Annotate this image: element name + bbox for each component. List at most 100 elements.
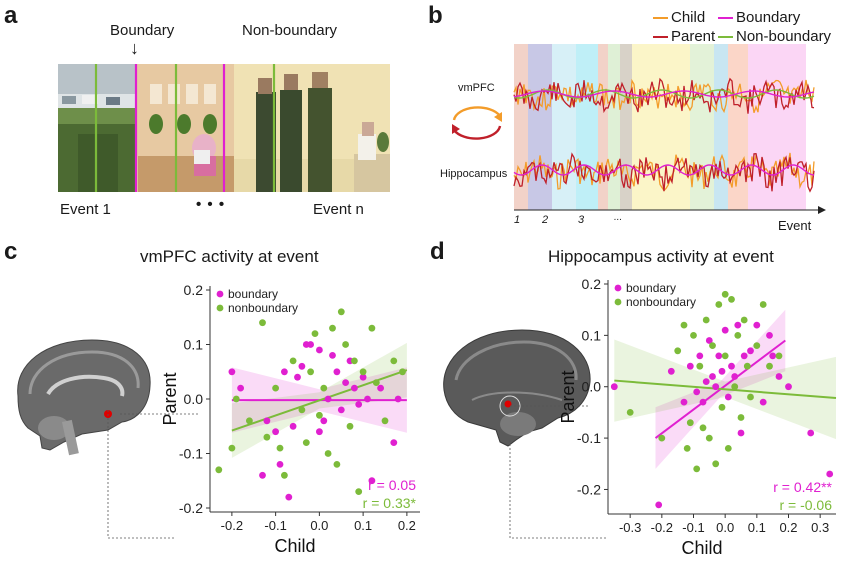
data-point-boundary [390,439,398,446]
panel-letter-c: c [4,238,18,265]
data-point-boundary [355,401,363,408]
data-point-boundary [709,373,716,380]
data-point-nonboundary [690,332,697,339]
boundary-label: Boundary [110,22,175,39]
data-point-boundary [724,393,732,401]
event-1-label: Event 1 [60,201,111,218]
legend-swatch-boundary [718,17,733,19]
correlation-annotation: r = 0.33* [363,495,417,511]
data-point-boundary [705,337,713,344]
event-band [576,44,598,210]
data-point-boundary [667,367,675,375]
event-tick-1: 1 [514,214,521,226]
data-point-boundary [785,383,792,391]
data-point-boundary [759,398,767,406]
y-tick-label: -0.1 [179,446,203,462]
data-point-boundary [316,428,323,436]
data-point-nonboundary [699,424,707,432]
correlation-annotation: r = -0.06 [779,497,832,513]
y-axis-label: Parent [560,370,578,423]
data-point-nonboundary [324,450,332,457]
data-point-boundary [259,471,266,479]
data-point-nonboundary [680,321,688,329]
legend-label-nonboundary: Non-boundary [736,28,832,45]
legend-label-boundary: Boundary [736,9,801,26]
data-point-boundary [337,406,345,414]
data-point-boundary [740,352,748,360]
data-point-nonboundary [337,308,345,316]
legend-swatch-parent [653,36,668,38]
data-point-nonboundary [718,403,726,411]
data-point-boundary [364,395,371,403]
data-point-nonboundary [289,357,297,365]
y-tick-label: 0.1 [184,337,204,353]
x-tick-label: -0.2 [651,520,673,535]
event-band [528,44,552,210]
x-tick-label: 0.0 [716,520,734,535]
panel-letter-d: d [430,238,445,265]
data-point-nonboundary [709,342,716,349]
y-tick-label: 0.1 [582,327,602,343]
brain-sagittal-medial [17,339,151,456]
y-axis-label: Parent [160,372,180,425]
data-point-nonboundary [740,316,748,324]
data-point-nonboundary [316,411,323,419]
data-point-boundary [394,395,402,403]
data-point-boundary [775,373,783,380]
data-point-nonboundary [246,417,253,425]
frame-event-n [234,64,390,192]
data-point-boundary [298,362,306,370]
nonboundary-label: Non-boundary [242,22,338,39]
data-point-boundary [610,383,618,391]
data-point-nonboundary [674,347,682,355]
data-point-nonboundary [355,488,363,495]
x-tick-label: 0.2 [779,520,797,535]
x-tick-label: -0.1 [682,520,704,535]
data-point-nonboundary [351,357,358,365]
scatter-chart-vmpfc: -0.2 -0.1 0.0 0.1 0.2 -0.2 -0.1 0.0 0.1 0.2 Parent… [160,282,420,556]
data-point-boundary [680,398,688,406]
data-point-boundary [316,346,323,354]
data-point-nonboundary [298,406,306,414]
frame-classroom [136,64,236,192]
legend-marker-boundary [216,290,224,298]
data-point-boundary [263,417,271,425]
event-tick-ellipsis: ... [614,212,623,223]
leader-lines-c [107,410,200,539]
data-point-nonboundary [272,384,279,392]
y-tick-label: 0.2 [582,276,602,292]
data-point-boundary [272,428,279,436]
data-point-nonboundary [775,352,783,360]
data-point-nonboundary [626,409,634,416]
data-point-nonboundary [702,316,710,324]
data-point-nonboundary [302,439,310,446]
data-point-boundary [702,378,710,385]
y-tick-label: 0.0 [184,391,204,407]
event-band [748,44,806,210]
boundary-arrow-icon: ↓ [130,38,139,58]
regression-line-nonboundary [614,379,837,400]
data-point-nonboundary [658,434,666,442]
data-point-nonboundary [329,324,336,332]
y-tick-label: 0.2 [184,282,204,298]
data-point-boundary [693,388,701,396]
y-tick-label: -0.1 [577,430,601,446]
data-point-boundary [721,326,729,334]
event-band [514,44,528,210]
legend-label-child: Child [671,9,706,26]
data-point-boundary [686,362,694,370]
x-tick-label: 0.1 [748,520,766,535]
leader-lines-d [509,405,606,539]
panel-letter-a: a [4,2,18,29]
hippocampus-roi-marker [504,400,512,408]
correlation-annotation: r = 0.42** [773,479,832,495]
data-point-boundary [699,398,707,406]
data-point-nonboundary [737,414,745,421]
data-point-nonboundary [342,341,349,348]
legend-label-boundary: boundary [228,287,278,301]
data-point-nonboundary [276,444,284,452]
correlation-annotation: r = 0.05 [368,477,416,493]
event-band [598,44,608,210]
data-point-nonboundary [759,301,767,308]
data-point-nonboundary [766,362,773,370]
